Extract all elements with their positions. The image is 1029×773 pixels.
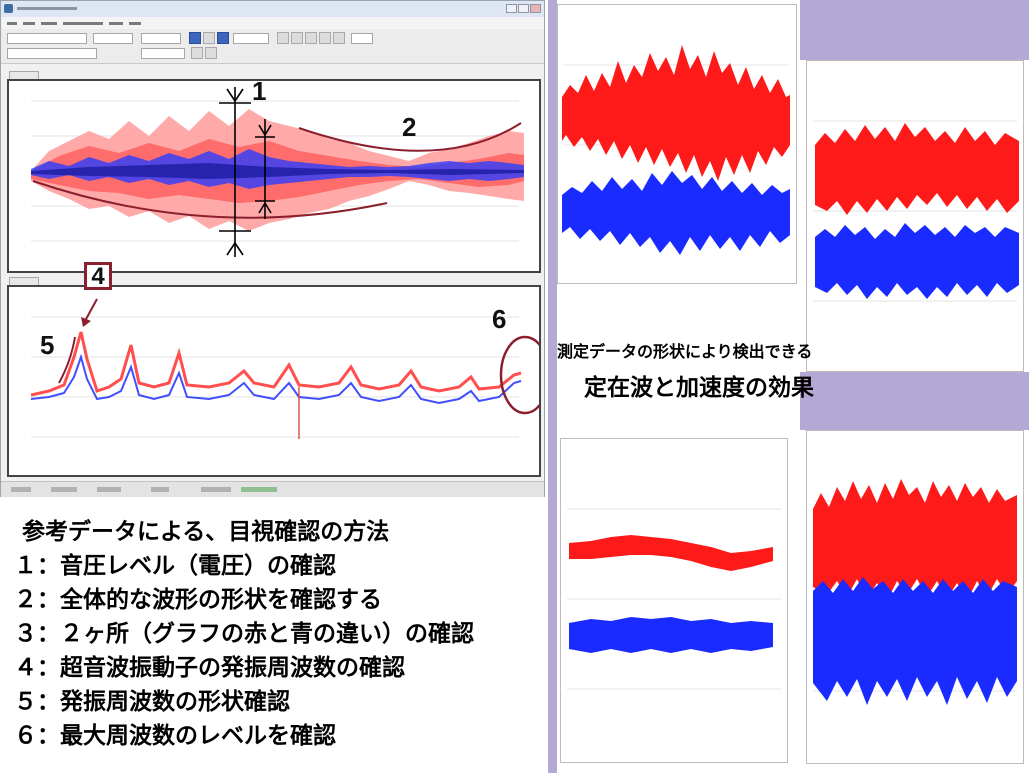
annotation-circle-6: [499, 335, 539, 415]
menu-item[interactable]: [41, 20, 57, 26]
annotation-curve-bottom: [32, 180, 388, 219]
title-bar: [1, 1, 544, 18]
red-band-b: [815, 123, 1019, 215]
mid-caption-line1: 測定データの形状により検出できる: [557, 342, 813, 361]
toolbar-field[interactable]: [141, 48, 185, 59]
waveform-chart-b: [806, 60, 1024, 372]
maximize-button[interactable]: [518, 4, 529, 13]
time-domain-panel: [7, 79, 541, 273]
callout-5: 5: [40, 330, 55, 360]
waveform-plot-b: [813, 120, 1019, 302]
spectrum-panel: [7, 285, 541, 477]
legend-item: ５：発振周波数の形状確認: [14, 689, 290, 715]
annotation-peak-curve: [58, 336, 76, 384]
spectrum-blue-trace: [30, 353, 522, 405]
toolbar-button[interactable]: [203, 32, 215, 44]
zoom-field[interactable]: [233, 33, 269, 44]
minimize-button[interactable]: [506, 4, 517, 13]
legend-item: ６：最大周波数のレベルを確認: [14, 723, 336, 749]
toolbar-button[interactable]: [217, 32, 229, 44]
status-item: [97, 487, 121, 492]
status-item: [11, 487, 31, 492]
app-icon: [4, 4, 13, 13]
app-window: [0, 0, 545, 497]
waveform-chart-c: [560, 438, 788, 763]
lavender-bg: [800, 372, 1029, 430]
red-band-a: [562, 45, 790, 181]
red-band-d: [813, 479, 1017, 601]
dimension-arrow-3: [255, 119, 275, 219]
annotation-arrow-4: [84, 298, 98, 322]
menu-item[interactable]: [63, 20, 103, 26]
toolbar-field[interactable]: [93, 33, 133, 44]
menu-item[interactable]: [7, 20, 17, 26]
toolbar-button[interactable]: [291, 32, 303, 44]
toolbar-field[interactable]: [351, 33, 373, 44]
lavender-strip: [548, 0, 557, 773]
waveform-plot-d: [813, 479, 1017, 705]
waveform-chart-a: [557, 4, 797, 284]
callout-6: 6: [492, 304, 507, 334]
toolbar-button[interactable]: [191, 47, 203, 59]
menu-item[interactable]: [109, 20, 123, 26]
legend-item: ３：２ヶ所（グラフの赤と青の違い）の確認: [14, 621, 474, 647]
legend-item: １：音圧レベル（電圧）の確認: [14, 553, 336, 579]
menu-item[interactable]: [129, 20, 141, 26]
toolbar-button[interactable]: [205, 47, 217, 59]
status-item: [51, 487, 77, 492]
toolbar-button[interactable]: [333, 32, 345, 44]
legend-item: ２：全体的な波形の形状を確認する: [14, 587, 382, 613]
dimension-arrow-1: [219, 87, 251, 257]
status-item: [201, 487, 231, 492]
waveform-chart-d: [806, 430, 1024, 764]
spectrum-red-trace: [30, 331, 522, 397]
annotation-curve-top: [298, 122, 522, 152]
menu-bar: [1, 17, 544, 29]
legend-heading: 参考データによる、目視確認の方法: [22, 519, 390, 545]
toolbar: [1, 29, 544, 64]
blue-band-c: [569, 617, 773, 653]
toolbar-field[interactable]: [7, 48, 97, 59]
waveform-plot-a: [562, 45, 790, 255]
toolbar-field[interactable]: [141, 33, 181, 44]
legend-item: ４：超音波振動子の発振周波数の確認: [14, 655, 405, 681]
callout-2: 2: [402, 112, 417, 142]
window-title-unreadable: [17, 7, 77, 10]
toolbar-field[interactable]: [7, 33, 87, 44]
lavender-bg: [800, 0, 1029, 60]
red-band-c: [569, 535, 773, 571]
status-item: [241, 487, 277, 492]
spectrum-plot: [30, 298, 539, 439]
callout-1: 1: [252, 76, 267, 106]
status-bar: [1, 481, 544, 497]
toolbar-button[interactable]: [305, 32, 317, 44]
blue-band-d: [813, 577, 1017, 705]
menu-item[interactable]: [23, 20, 35, 26]
legend-block: 参考データによる、目視確認の方法 １：音圧レベル（電圧）の確認 ２：全体的な波形…: [8, 512, 538, 767]
toolbar-button[interactable]: [189, 32, 201, 44]
toolbar-button[interactable]: [319, 32, 331, 44]
callout-4-box: 4: [84, 262, 112, 290]
mid-caption-line2: 定在波と加速度の効果: [584, 375, 814, 401]
close-button[interactable]: [530, 4, 541, 13]
waveform-plot-c: [567, 508, 781, 690]
grid: [31, 316, 519, 438]
time-domain-plot: [31, 87, 524, 257]
blue-band-b: [815, 223, 1019, 299]
blue-core: [31, 163, 524, 179]
blue-band-a: [562, 171, 790, 255]
status-item: [151, 487, 169, 492]
annotation-arrowhead-4: [81, 317, 91, 327]
cursor-tool-button[interactable]: [277, 32, 289, 44]
